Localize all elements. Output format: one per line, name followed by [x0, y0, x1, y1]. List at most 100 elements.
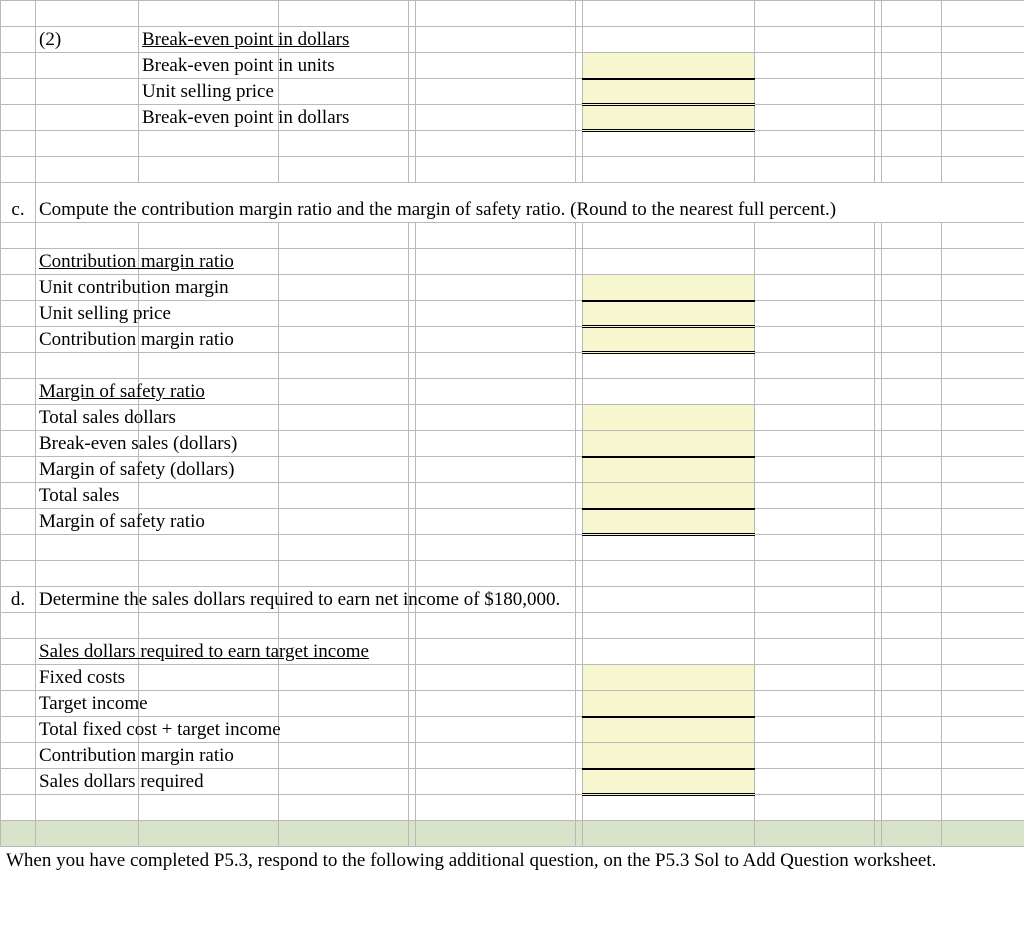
- cell: [875, 743, 882, 769]
- cell: [279, 275, 409, 301]
- cell: [279, 561, 409, 587]
- cell: [942, 327, 1024, 353]
- cell: [755, 405, 875, 431]
- row-label: [36, 1, 139, 27]
- col-a: d.: [1, 587, 36, 613]
- col-h: [583, 223, 755, 249]
- cell: [409, 105, 416, 131]
- cell: [416, 353, 576, 379]
- row-label: [36, 353, 139, 379]
- cell: [755, 105, 875, 131]
- col-c-label: Break-even point in dollars: [139, 27, 279, 53]
- cell: [576, 561, 583, 587]
- row-label: [36, 53, 139, 79]
- col-h: [583, 587, 755, 613]
- cell: [409, 275, 416, 301]
- input-cell[interactable]: [583, 457, 755, 483]
- cell: [882, 613, 942, 639]
- cell: [409, 353, 416, 379]
- cell: [882, 223, 942, 249]
- cell: [416, 665, 576, 691]
- cell: [755, 249, 875, 275]
- cell: [875, 639, 882, 665]
- col-a: [1, 405, 36, 431]
- cell: [416, 131, 576, 157]
- cell: [875, 157, 882, 183]
- cell: [576, 53, 583, 79]
- col-c-label: [139, 535, 279, 561]
- cell: [576, 769, 583, 795]
- input-cell[interactable]: [583, 79, 755, 105]
- col-a: [1, 743, 36, 769]
- cell: [279, 431, 409, 457]
- cell: [409, 535, 416, 561]
- input-cell[interactable]: [583, 275, 755, 301]
- cell: [755, 275, 875, 301]
- col-h: [583, 795, 755, 821]
- cell: [755, 157, 875, 183]
- row-label: Sales dollars required to earn target in…: [36, 639, 139, 665]
- spill-text: Determine the sales dollars required to …: [36, 587, 139, 613]
- row-label: [36, 105, 139, 131]
- cell: [279, 405, 409, 431]
- cell: [279, 353, 409, 379]
- cell: [576, 405, 583, 431]
- col-c-label: Unit selling price: [139, 79, 279, 105]
- input-cell[interactable]: [583, 483, 755, 509]
- input-cell[interactable]: [583, 665, 755, 691]
- input-cell[interactable]: [583, 53, 755, 79]
- input-cell[interactable]: [583, 327, 755, 353]
- cell: [755, 223, 875, 249]
- col-a: [1, 249, 36, 275]
- cell: [409, 665, 416, 691]
- input-cell[interactable]: [583, 431, 755, 457]
- input-cell[interactable]: [583, 743, 755, 769]
- cell: [416, 483, 576, 509]
- cell: [279, 249, 409, 275]
- cell: [875, 483, 882, 509]
- cell: [875, 249, 882, 275]
- cell: [942, 639, 1024, 665]
- col-a: [1, 717, 36, 743]
- cell: [416, 53, 576, 79]
- cell: [875, 509, 882, 535]
- input-cell[interactable]: [583, 405, 755, 431]
- input-cell[interactable]: [583, 691, 755, 717]
- input-cell[interactable]: [583, 769, 755, 795]
- cell: [942, 301, 1024, 327]
- cell: [875, 327, 882, 353]
- cell: [279, 821, 409, 847]
- col-c-label: [139, 665, 279, 691]
- cell: [576, 509, 583, 535]
- col-a: [1, 691, 36, 717]
- cell: [576, 587, 583, 613]
- cell: [882, 769, 942, 795]
- col-a: [1, 131, 36, 157]
- cell: [942, 405, 1024, 431]
- input-cell[interactable]: [583, 301, 755, 327]
- cell: [416, 613, 576, 639]
- row-label: Sales dollars required: [36, 769, 139, 795]
- cell: [755, 639, 875, 665]
- cell: [279, 743, 409, 769]
- row-label: Unit contribution margin: [36, 275, 139, 301]
- cell: [416, 691, 576, 717]
- col-c-label: Break-even point in units: [139, 53, 279, 79]
- col-c-label: Break-even point in dollars: [139, 105, 279, 131]
- cell: [755, 769, 875, 795]
- cell: [279, 613, 409, 639]
- cell: [882, 79, 942, 105]
- cell: [875, 561, 882, 587]
- col-a: [1, 561, 36, 587]
- input-cell[interactable]: [583, 105, 755, 131]
- cell: [882, 717, 942, 743]
- input-cell[interactable]: [583, 717, 755, 743]
- input-cell[interactable]: [583, 509, 755, 535]
- row-label: [36, 131, 139, 157]
- col-h: [583, 379, 755, 405]
- cell: [409, 27, 416, 53]
- cell: [875, 79, 882, 105]
- cell: [875, 821, 882, 847]
- cell: [755, 691, 875, 717]
- cell: [942, 743, 1024, 769]
